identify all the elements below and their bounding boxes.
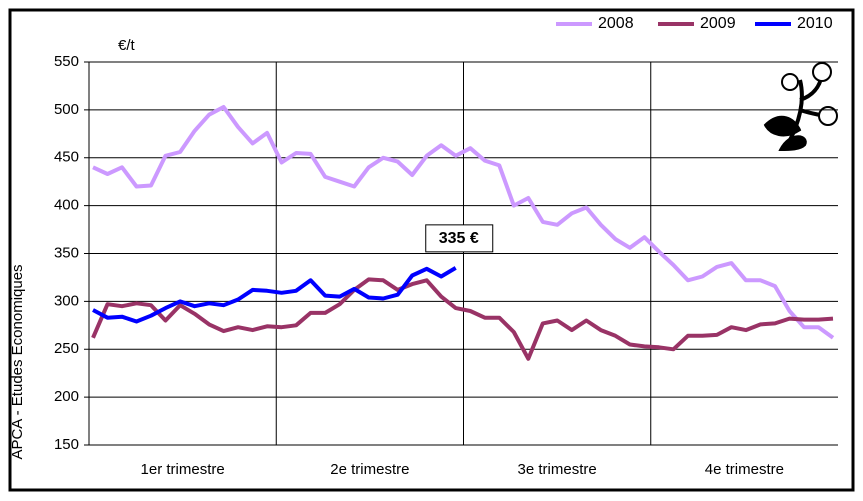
x-tick-label: 3e trimestre	[518, 461, 597, 478]
y-tick-label: 400	[54, 197, 79, 214]
legend-label: 2010	[797, 15, 833, 32]
y-tick-label: 450	[54, 149, 79, 166]
x-tick-label: 2e trimestre	[330, 461, 409, 478]
legend-label: 2009	[700, 15, 736, 32]
x-tick-label: 1er trimestre	[141, 461, 225, 478]
y-tick-label: 550	[54, 53, 79, 70]
unit-label: €/t	[118, 37, 136, 54]
source-label: APCA - Etudes Economiques	[9, 264, 26, 459]
y-tick-label: 350	[54, 244, 79, 261]
y-tick-label: 250	[54, 340, 79, 357]
annotation: 335 €	[439, 230, 479, 247]
x-tick-label: 4e trimestre	[705, 461, 784, 478]
y-tick-label: 150	[54, 436, 79, 453]
y-tick-label: 300	[54, 292, 79, 309]
y-tick-label: 200	[54, 388, 79, 405]
chart: 150 200 250 300 350 400 450 500 550 1er trimestre…	[0, 0, 863, 501]
y-tick-label: 500	[54, 101, 79, 118]
legend-label: 2008	[598, 15, 634, 32]
